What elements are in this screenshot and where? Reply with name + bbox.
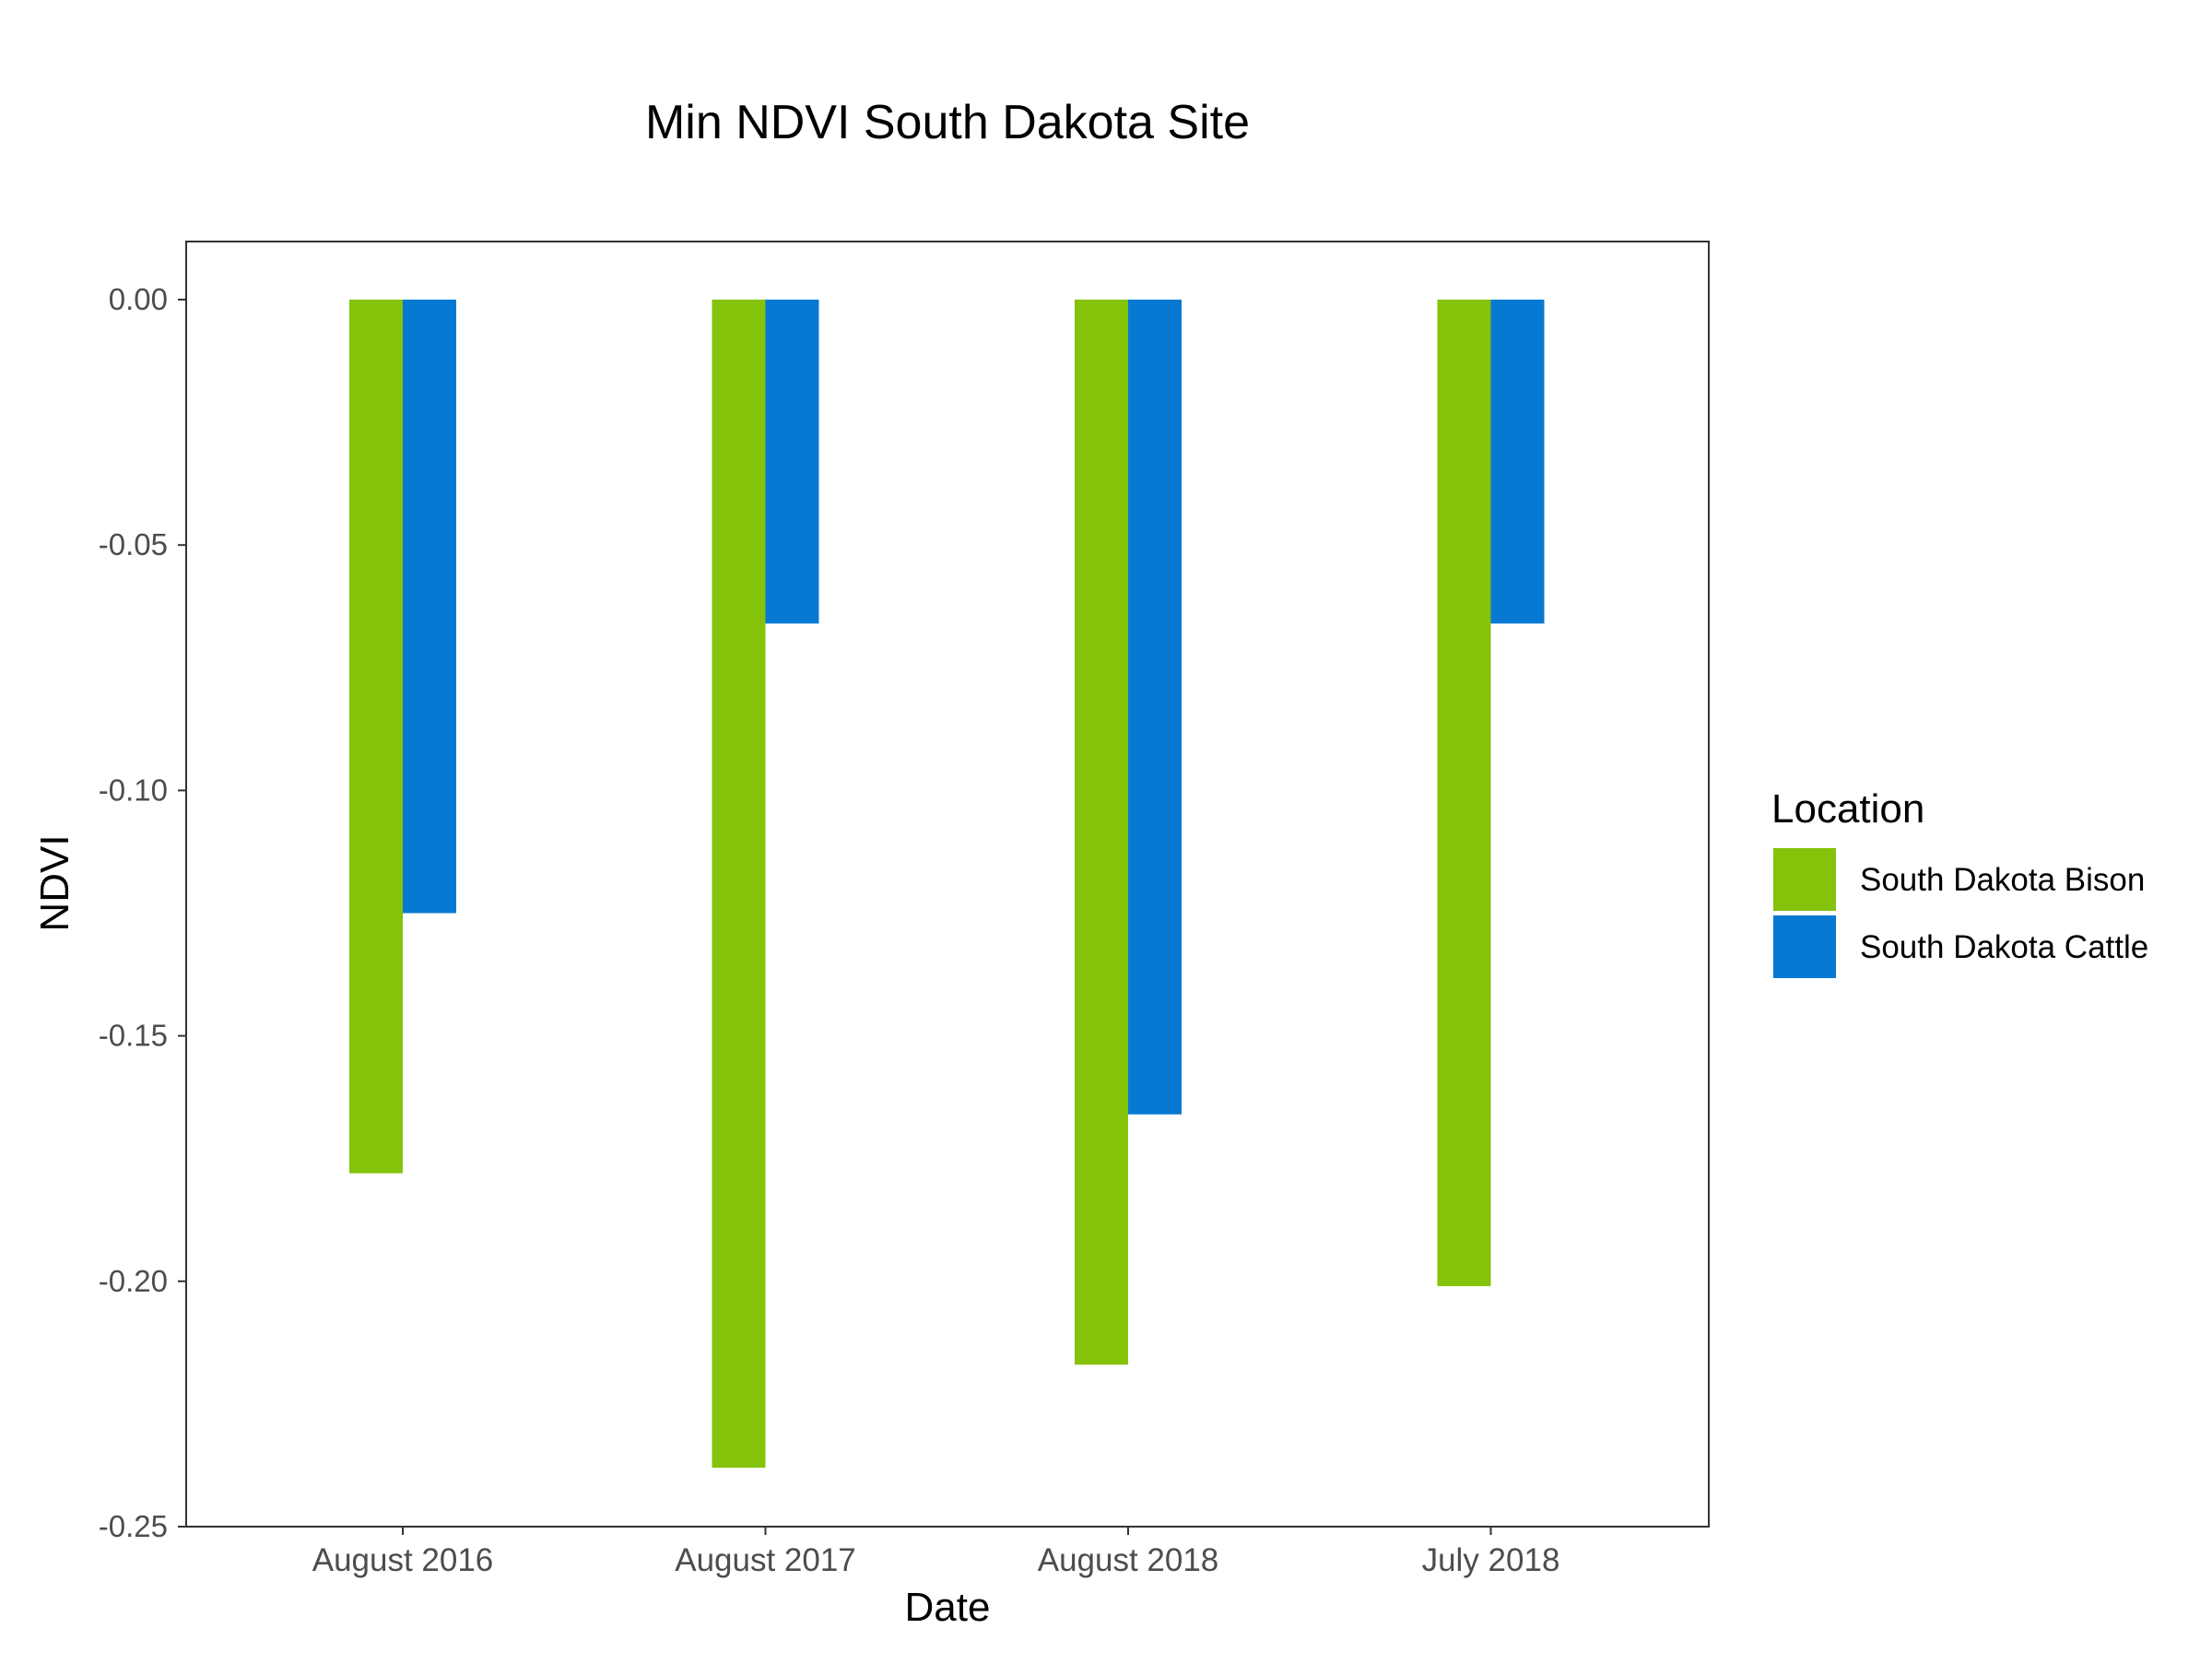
legend-title: Location (1771, 786, 1924, 832)
legend-label: South Dakota Bison (1860, 862, 2145, 898)
x-axis: August 2016 August 2017 August 2018 July 20… (312, 1527, 1560, 1578)
legend-label: South Dakota Cattle (1860, 929, 2148, 965)
x-axis-label: Date (905, 1585, 991, 1630)
y-tick-label: -0.05 (99, 527, 168, 561)
bar-bison-2 (1075, 300, 1128, 1365)
x-tick-label: August 2018 (1038, 1542, 1219, 1578)
bar-bison-0 (349, 300, 403, 1174)
legend-swatch (1773, 848, 1836, 911)
bars-layer (349, 300, 1545, 1469)
bar-bison-3 (1437, 300, 1491, 1287)
x-tick-label: July 2018 (1422, 1542, 1560, 1578)
y-axis: 0.00 -0.05 -0.10 -0.15 -0.20 -0.25 (99, 282, 186, 1543)
y-tick-label: -0.25 (99, 1509, 168, 1543)
y-tick-label: 0.00 (109, 282, 168, 316)
legend-items: South Dakota Bison South Dakota Cattle (1773, 848, 2148, 978)
y-tick-label: -0.20 (99, 1264, 168, 1298)
y-tick-label: -0.10 (99, 773, 168, 807)
plot-panel-border (185, 241, 1710, 1528)
y-tick-label: -0.15 (99, 1019, 168, 1053)
chart-title: Min NDVI South Dakota Site (645, 96, 1250, 149)
x-tick-label: August 2016 (312, 1542, 494, 1578)
bar-bison-1 (712, 300, 766, 1469)
y-axis-label: NDVI (32, 834, 77, 931)
x-tick-label: August 2017 (675, 1542, 856, 1578)
bar-cattle-1 (765, 300, 819, 624)
legend-swatch (1773, 915, 1836, 978)
bar-cattle-2 (1128, 300, 1182, 1115)
bar-cattle-3 (1490, 300, 1545, 624)
bar-cattle-0 (403, 300, 456, 914)
